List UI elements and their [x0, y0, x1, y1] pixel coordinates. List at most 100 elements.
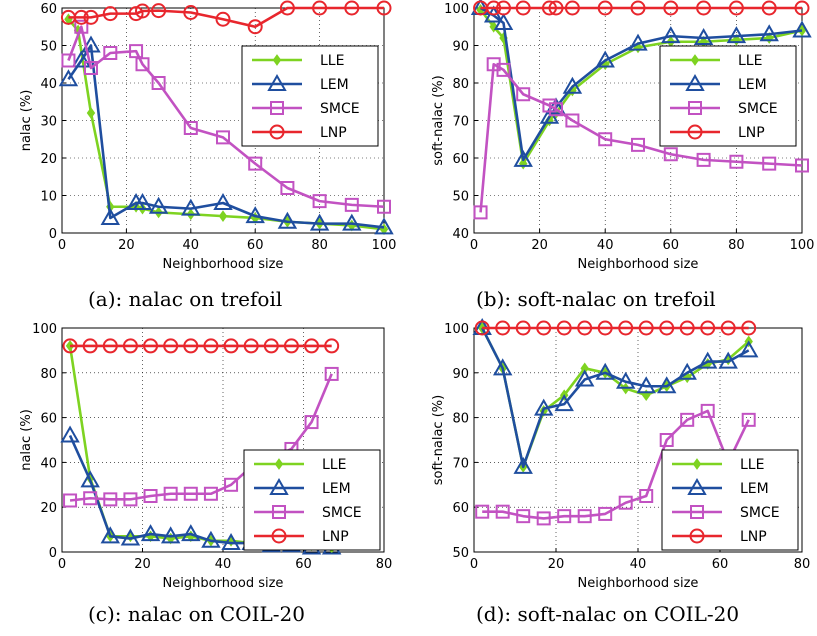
series-line-smce: [482, 409, 750, 520]
data-point-smce: [304, 415, 319, 430]
x-tick-label: 40: [183, 238, 200, 253]
legend-marker-lnp: [271, 528, 287, 544]
legend-marker-smce: [270, 101, 284, 115]
legend: LLE LEM SMCE LNP: [659, 45, 797, 147]
data-point-lnp: [761, 0, 777, 16]
data-point-lem: [374, 217, 394, 235]
legend-label-lle: LLE: [320, 53, 344, 69]
y-tick-label: 100: [444, 322, 469, 337]
data-point-lnp: [556, 320, 572, 336]
y-tick-label: 20: [40, 152, 57, 167]
data-point-smce: [659, 433, 674, 447]
chart-2: 0 20 40 60 80 0 20 40 60 80 100 Neighborhood size na…: [19, 322, 392, 591]
data-point-lem: [493, 12, 514, 30]
data-point-smce: [557, 509, 572, 524]
legend-label-lem: LEM: [320, 77, 349, 93]
data-point-lem: [120, 528, 141, 546]
data-point-smce: [183, 486, 198, 501]
data-point-lnp: [183, 5, 199, 20]
data-point-lem: [181, 524, 201, 542]
data-point-lem: [342, 213, 362, 231]
data-point-lnp: [638, 320, 654, 336]
data-point-lem: [693, 27, 714, 45]
data-point-smce: [103, 492, 118, 507]
data-point-lnp: [486, 0, 502, 16]
legend-label-smce: SMCE: [738, 101, 778, 117]
data-point-lem: [58, 69, 79, 87]
y-tick-label: 100: [32, 322, 57, 337]
y-tick-label: 60: [452, 152, 469, 167]
data-point-lnp: [312, 0, 328, 16]
y-tick-label: 60: [40, 412, 57, 427]
data-point-lem: [759, 24, 779, 42]
legend-marker-lle: [692, 458, 702, 470]
legend-marker-lle: [690, 54, 700, 66]
x-tick-label: 0: [58, 557, 66, 572]
data-point-smce: [61, 53, 76, 68]
data-point-smce: [795, 158, 809, 173]
data-point-smce: [103, 46, 118, 60]
legend-marker-lem: [687, 477, 707, 495]
legend-box: [659, 45, 797, 147]
data-point-lem: [201, 530, 221, 548]
data-point-smce: [135, 57, 150, 72]
data-point-lnp: [618, 320, 634, 336]
data-point-smce: [83, 61, 98, 75]
x-tick-label: 20: [118, 238, 135, 253]
x-tick-label: 100: [790, 238, 815, 253]
chart-3: 0 20 40 60 80 50 60 70 80 90 100 Neighborhood size s…: [431, 317, 810, 591]
legend-marker-smce: [690, 505, 704, 519]
data-point-lem: [148, 196, 169, 214]
legend-label-lle: LLE: [740, 457, 764, 473]
x-tick-label: 40: [215, 557, 232, 572]
data-point-smce: [598, 506, 613, 521]
legend-label-lem: LEM: [738, 77, 767, 93]
data-point-smce: [696, 152, 711, 167]
data-point-lem: [718, 351, 738, 369]
data-point-lnp: [700, 320, 716, 336]
legend-marker-lle: [272, 54, 282, 66]
data-point-lnp: [548, 0, 564, 16]
data-point-smce: [549, 102, 563, 117]
legend-marker-lem: [269, 477, 289, 495]
legend-marker-lem: [267, 73, 287, 91]
legend-marker-smce: [272, 505, 286, 519]
x-tick-label: 80: [376, 557, 393, 572]
legend-marker-smce: [688, 101, 702, 115]
data-point-lnp: [215, 11, 231, 27]
data-point-lnp: [515, 320, 531, 336]
y-tick-label: 60: [452, 501, 469, 516]
x-tick-label: 20: [531, 238, 548, 253]
y-tick-label: 50: [452, 190, 469, 205]
caption-a: (a): nalac on trefoil: [88, 287, 282, 311]
x-tick-label: 0: [470, 557, 478, 572]
data-point-lem: [513, 149, 533, 167]
x-tick-label: 60: [712, 557, 729, 572]
data-point-smce: [324, 366, 339, 381]
data-point-lem: [533, 398, 554, 416]
data-point-lem: [81, 35, 101, 53]
x-tick-label: 20: [134, 557, 151, 572]
data-point-smce: [700, 403, 715, 418]
x-tick-label: 80: [728, 238, 745, 253]
legend-marker-lem: [685, 73, 705, 91]
data-point-lem: [100, 526, 121, 544]
legend: LLE LEM SMCE LNP: [241, 45, 379, 147]
plot-frame: [61, 7, 385, 234]
data-point-lem: [60, 425, 80, 443]
data-point-smce: [516, 87, 531, 102]
y-tick-label: 40: [452, 227, 469, 242]
x-tick-label: 0: [58, 238, 66, 253]
data-point-smce: [123, 492, 138, 507]
x-tick-label: 60: [247, 238, 264, 253]
data-point-smce: [631, 137, 645, 152]
data-point-smce: [516, 509, 531, 524]
data-point-smce: [729, 154, 744, 169]
legend-marker-lnp: [689, 528, 705, 544]
data-point-lnp: [151, 3, 167, 19]
x-tick-label: 80: [311, 238, 328, 253]
series-line-lem: [481, 327, 750, 469]
data-point-lnp: [102, 6, 118, 22]
data-point-lnp: [679, 320, 695, 336]
data-point-lnp: [344, 0, 360, 16]
